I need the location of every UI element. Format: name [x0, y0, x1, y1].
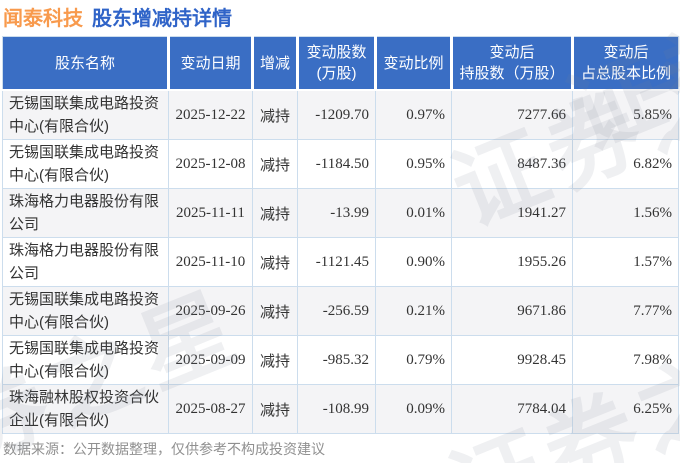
shareholder-name: 无锡国联集成电路投资中心(有限合伙): [2, 139, 169, 189]
shareholder-name: 无锡国联集成电路投资中心(有限合伙): [2, 335, 169, 385]
table-row: 无锡国联集成电路投资中心(有限合伙) 2025-12-08 减持 -1184.5…: [2, 139, 679, 189]
change-shares: -13.99: [297, 188, 376, 238]
shareholder-name: 珠海格力电器股份有限公司: [2, 237, 169, 287]
column-header-shareholder: 股东名称: [2, 36, 170, 91]
pct-of-total: 5.85%: [572, 89, 679, 140]
change-date: 2025-09-09: [168, 335, 253, 385]
holdings-after: 7784.04: [451, 384, 573, 434]
pct-of-total: 7.77%: [572, 286, 679, 336]
table-row: 无锡国联集成电路投资中心(有限合伙) 2025-09-26 减持 -256.59…: [2, 286, 679, 336]
change-date: 2025-09-26: [168, 286, 253, 336]
change-shares: -1121.45: [297, 237, 376, 287]
table-header-row: 股东名称 变动日期 增减 变动股数 (万股) 变动比例 变动后 持股数（万股） …: [2, 36, 679, 91]
table-row: 无锡国联集成电路投资中心(有限合伙) 2025-12-22 减持 -1209.7…: [2, 89, 679, 140]
change-date: 2025-08-27: [168, 384, 253, 434]
change-date: 2025-11-11: [168, 188, 253, 238]
change-ratio: 0.95%: [375, 139, 452, 189]
change-direction: 减持: [252, 139, 298, 189]
holdings-after: 1955.26: [451, 237, 573, 287]
shareholder-name: 无锡国联集成电路投资中心(有限合伙): [2, 286, 169, 336]
change-ratio: 0.97%: [375, 89, 452, 140]
shareholder-name: 珠海格力电器股份有限公司: [2, 188, 169, 238]
table-row: 珠海融林股权投资合伙企业(有限合伙) 2025-08-27 减持 -108.99…: [2, 384, 679, 434]
stock-name: 闻泰科技: [3, 8, 83, 30]
change-date: 2025-11-10: [168, 237, 253, 287]
holdings-after: 9928.45: [451, 335, 573, 385]
change-direction: 减持: [252, 89, 298, 140]
holdings-after: 7277.66: [451, 89, 573, 140]
pct-of-total: 6.25%: [572, 384, 679, 434]
data-source-note: 数据来源：公开数据整理，仅供参考不构成投资建议: [3, 441, 325, 457]
change-ratio: 0.79%: [375, 335, 452, 385]
change-shares: -256.59: [297, 286, 376, 336]
shareholder-change-table: 股东名称 变动日期 增减 变动股数 (万股) 变动比例 变动后 持股数（万股） …: [2, 36, 679, 434]
shareholder-name: 无锡国联集成电路投资中心(有限合伙): [2, 89, 169, 140]
change-date: 2025-12-22: [168, 89, 253, 140]
column-header-direction: 增减: [252, 36, 299, 91]
title-text: 股东增减持详情: [92, 8, 232, 30]
pct-of-total: 6.82%: [572, 139, 679, 189]
change-ratio: 0.21%: [375, 286, 452, 336]
pct-of-total: 1.56%: [572, 188, 679, 238]
change-ratio: 0.90%: [375, 237, 452, 287]
change-shares: -1209.70: [297, 89, 376, 140]
change-direction: 减持: [252, 286, 298, 336]
change-shares: -108.99: [297, 384, 376, 434]
shareholder-name: 珠海融林股权投资合伙企业(有限合伙): [2, 384, 169, 434]
column-header-change-shares: 变动股数 (万股): [297, 36, 377, 91]
column-header-change-ratio: 变动比例: [375, 36, 453, 91]
change-direction: 减持: [252, 335, 298, 385]
holdings-after: 8487.36: [451, 139, 573, 189]
change-direction: 减持: [252, 384, 298, 434]
column-header-date: 变动日期: [168, 36, 254, 91]
holdings-after: 9671.86: [451, 286, 573, 336]
table-row: 珠海格力电器股份有限公司 2025-11-11 减持 -13.99 0.01% …: [2, 188, 679, 238]
column-header-pct-after: 变动后 占总股本比例: [572, 36, 679, 91]
change-direction: 减持: [252, 188, 298, 238]
change-shares: -1184.50: [297, 139, 376, 189]
pct-of-total: 1.57%: [572, 237, 679, 287]
table-row: 无锡国联集成电路投资中心(有限合伙) 2025-09-09 减持 -985.32…: [2, 335, 679, 385]
change-shares: -985.32: [297, 335, 376, 385]
change-ratio: 0.01%: [375, 188, 452, 238]
table-row: 珠海格力电器股份有限公司 2025-11-10 减持 -1121.45 0.90…: [2, 237, 679, 287]
change-date: 2025-12-08: [168, 139, 253, 189]
pct-of-total: 7.98%: [572, 335, 679, 385]
holdings-after: 1941.27: [451, 188, 573, 238]
column-header-holdings-after: 变动后 持股数（万股）: [451, 36, 574, 91]
change-ratio: 0.09%: [375, 384, 452, 434]
page-title: 闻泰科技 股东增减持详情: [3, 2, 232, 31]
change-direction: 减持: [252, 237, 298, 287]
